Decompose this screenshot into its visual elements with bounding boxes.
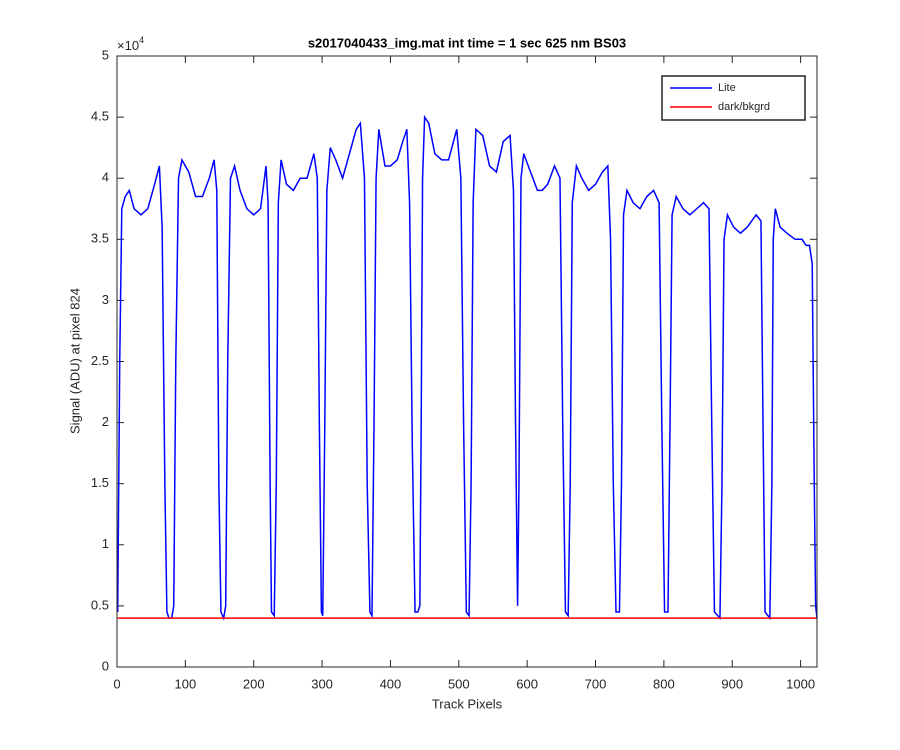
x-tick-label: 500 — [448, 676, 470, 691]
x-tick-label: 300 — [311, 676, 333, 691]
y-tick-label: 1.5 — [91, 475, 109, 490]
x-tick-label: 700 — [585, 676, 607, 691]
y-tick-label: 3 — [102, 292, 109, 307]
x-tick-label: 0 — [113, 676, 120, 691]
legend-label: dark/bkgrd — [718, 101, 770, 113]
y-multiplier-power: 4 — [139, 35, 144, 45]
y-tick-label: 5 — [102, 47, 109, 62]
y-tick-label: 1 — [102, 536, 109, 551]
plot-frame — [116, 55, 818, 668]
legend-label: Lite — [718, 82, 736, 94]
y-tick-label: 0 — [102, 658, 109, 673]
x-tick-label: 400 — [380, 676, 402, 691]
y-multiplier: ×104 — [117, 35, 144, 53]
y-tick-label: 2 — [102, 414, 109, 429]
y-tick-label: 3.5 — [91, 231, 109, 246]
series-line — [116, 114, 818, 621]
y-tick-label: 2.5 — [91, 353, 109, 368]
chart-title: s2017040433_img.mat int time = 1 sec 625… — [308, 35, 626, 50]
x-tick-label: 1000 — [786, 676, 815, 691]
x-tick-label: 900 — [721, 676, 743, 691]
y-tick-label: 4 — [102, 170, 109, 185]
x-tick-label: 600 — [516, 676, 538, 691]
x-tick-label: 800 — [653, 676, 675, 691]
y-multiplier-base: ×10 — [117, 38, 139, 53]
x-tick-label: 200 — [243, 676, 265, 691]
y-tick-label: 0.5 — [91, 597, 109, 612]
x-axis-label: Track Pixels — [432, 696, 503, 711]
y-tick-label: 4.5 — [91, 109, 109, 124]
x-tick-label: 100 — [175, 676, 197, 691]
y-axis-label: Signal (ADU) at pixel 824 — [67, 288, 82, 434]
legend-box — [661, 75, 806, 121]
